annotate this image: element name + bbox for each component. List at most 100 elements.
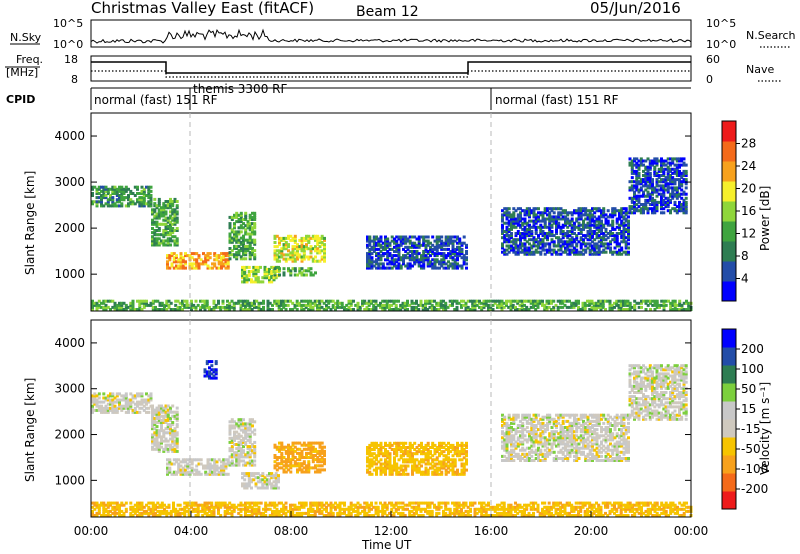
power-echo-cell xyxy=(106,305,110,309)
power-echo-cell xyxy=(394,303,398,307)
vel-echo-cell xyxy=(151,408,154,412)
power-echo-cell xyxy=(651,203,654,206)
power-echo-cell xyxy=(95,189,99,193)
power-echo-cell xyxy=(201,299,205,303)
power-echo-cell xyxy=(539,211,543,215)
power-echo-cell xyxy=(532,221,536,225)
power-echo-cell xyxy=(160,212,163,216)
vel-echo-cell xyxy=(399,466,403,470)
vel-echo-cell xyxy=(435,456,439,460)
power-echo-cell xyxy=(597,221,601,225)
power-echo-cell xyxy=(646,207,650,211)
vel-echo-cell xyxy=(305,447,308,451)
vel-echo-cell xyxy=(368,443,372,447)
power-echo-cell xyxy=(566,242,570,246)
vel-echo-cell xyxy=(420,458,423,462)
power-echo-cell xyxy=(593,211,597,215)
power-echo-cell xyxy=(253,240,257,244)
vel-echo-cell xyxy=(169,425,172,429)
power-echo-cell xyxy=(300,236,304,240)
vel-echo-cell xyxy=(298,451,302,455)
power-echo-cell xyxy=(228,305,232,309)
power-echo-cell xyxy=(367,301,371,305)
vel-echo-cell xyxy=(175,418,179,422)
power-echo-cell xyxy=(532,215,536,219)
power-echo-cell xyxy=(662,171,666,175)
vel-echo-cell xyxy=(368,462,372,466)
power-echo-cell xyxy=(537,215,540,219)
power-echo-cell xyxy=(253,303,256,307)
y-tick-label: 1000 xyxy=(54,267,85,281)
vel-echo-cell xyxy=(173,416,177,420)
power-echo-cell xyxy=(543,223,547,227)
power-echo-cell xyxy=(102,204,106,208)
power-echo-cell xyxy=(305,236,308,240)
vel-echo-cell xyxy=(164,437,168,441)
power-echo-cell xyxy=(118,303,121,307)
vel-echo-cell xyxy=(379,466,383,470)
vel-echo-cell xyxy=(370,441,374,445)
power-echo-cell xyxy=(181,308,184,311)
power-echo-cell xyxy=(270,272,274,276)
power-echo-cell xyxy=(550,232,554,235)
power-echo-cell xyxy=(604,238,608,242)
vel-echo-cell xyxy=(298,468,302,472)
power-echo-cell xyxy=(449,264,453,268)
power-echo-cell xyxy=(588,244,592,248)
vel-echo-cell xyxy=(151,410,154,414)
power-echo-cell xyxy=(111,299,115,303)
vel-echo-cell xyxy=(247,472,251,476)
vel-echo-cell xyxy=(233,436,236,440)
vel-echo-cell xyxy=(245,474,249,478)
power-echo-cell xyxy=(95,305,99,309)
power-echo-cell xyxy=(563,299,567,303)
power-echo-cell xyxy=(237,301,241,305)
power-echo-cell xyxy=(411,254,414,258)
power-echo-cell xyxy=(449,262,453,266)
power-echo-cell xyxy=(164,200,168,203)
power-echo-cell xyxy=(230,236,234,240)
power-echo-cell xyxy=(221,299,225,303)
power-echo-cell xyxy=(435,254,439,258)
vel-echo-cell xyxy=(155,433,159,437)
vel-echo-cell xyxy=(100,404,103,408)
power-echo-cell xyxy=(573,221,576,225)
power-echo-cell xyxy=(666,171,670,175)
power-echo-cell xyxy=(199,262,203,266)
power-echo-cell xyxy=(516,207,520,211)
vel-echo-cell xyxy=(138,402,142,406)
power-echo-cell xyxy=(202,262,205,266)
power-echo-cell xyxy=(633,207,636,211)
power-echo-cell xyxy=(671,207,675,211)
power-echo-cell xyxy=(406,266,410,270)
vel-echo-cell xyxy=(426,470,430,474)
power-echo-cell xyxy=(618,248,621,252)
vel-echo-cell xyxy=(175,406,179,410)
power-echo-cell xyxy=(568,219,572,223)
power-echo-cell xyxy=(635,207,639,211)
power-echo-cell xyxy=(370,301,373,305)
power-echo-cell xyxy=(584,236,588,240)
vel-echo-cell xyxy=(145,410,148,414)
power-echo-cell xyxy=(451,264,455,268)
power-echo-cell xyxy=(673,186,677,190)
power-echo-cell xyxy=(658,303,661,307)
power-echo-cell xyxy=(320,249,324,253)
power-echo-cell xyxy=(242,242,245,246)
power-echo-cell xyxy=(597,305,601,309)
vel-echo-cell xyxy=(113,404,117,408)
power-echo-cell xyxy=(484,301,488,305)
vel-echo-cell xyxy=(239,420,243,424)
power-echo-cell xyxy=(584,207,588,211)
power-echo-cell xyxy=(507,213,511,217)
power-echo-cell xyxy=(525,221,529,225)
power-echo-cell xyxy=(277,308,281,311)
power-echo-cell xyxy=(582,213,585,217)
colorbar-tick-label: 4 xyxy=(741,272,749,286)
power-echo-cell xyxy=(293,241,297,244)
power-echo-cell xyxy=(516,238,520,242)
power-echo-cell xyxy=(280,251,284,255)
power-echo-cell xyxy=(438,237,441,241)
power-echo-cell xyxy=(559,305,562,309)
vel-echo-cell xyxy=(408,441,412,445)
